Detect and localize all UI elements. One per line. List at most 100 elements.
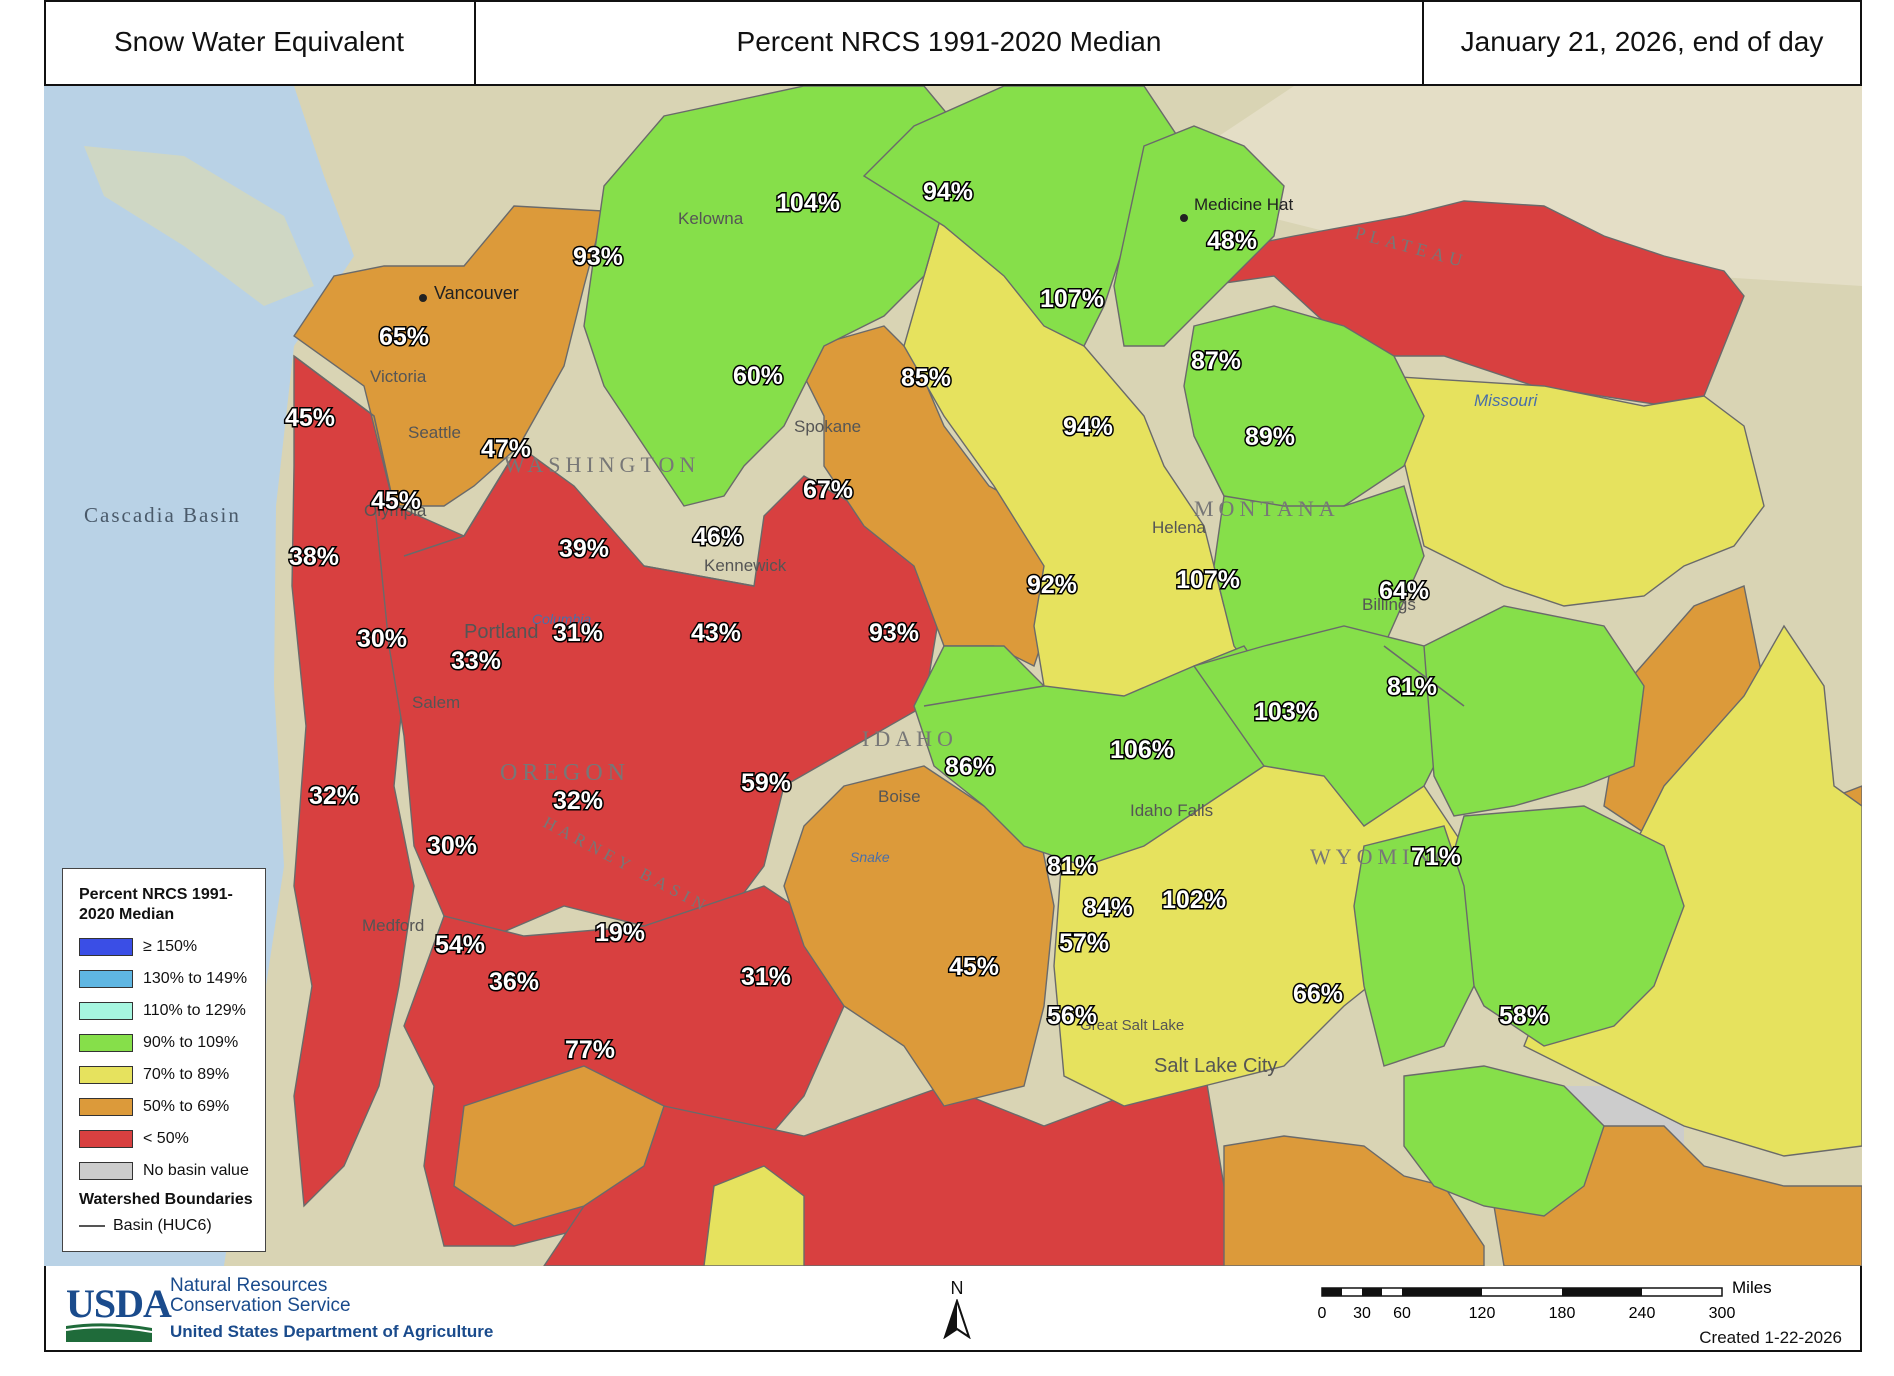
- basin-value-label: 59%: [741, 769, 791, 797]
- basin-value-label: 60%: [733, 362, 783, 390]
- legend-label: 90% to 109%: [143, 1034, 239, 1051]
- city-billings: Billings: [1362, 595, 1416, 614]
- city-helena: Helena: [1152, 518, 1206, 537]
- agency-line2: Conservation Service: [170, 1295, 351, 1316]
- footer: USDA Natural Resources Conservation Serv…: [44, 1266, 1862, 1352]
- scale-tick-label: 30: [1353, 1305, 1371, 1322]
- basin-value-label: 46%: [693, 523, 743, 551]
- basin-value-label: 65%: [379, 323, 429, 351]
- basin-value-label: 58%: [1499, 1002, 1549, 1030]
- legend-swatch: [79, 1002, 133, 1020]
- north-arrow-icon: [943, 1297, 971, 1340]
- legend: Percent NRCS 1991-2020 Median ≥ 150% 130…: [62, 868, 266, 1252]
- columbia-river: Columbia: [532, 611, 591, 627]
- basin-value-label: 31%: [741, 963, 791, 991]
- basin-value-label: 71%: [1411, 843, 1461, 871]
- city-portland: Portland: [464, 621, 539, 643]
- legend-label: < 50%: [143, 1130, 189, 1147]
- basin-puget: [293, 205, 605, 507]
- state-wyoming: WYOMING: [1310, 844, 1456, 869]
- basin-value-label: 107%: [1176, 566, 1240, 594]
- city-medicine-hat: Medicine Hat: [1194, 195, 1293, 214]
- state-washington: WASHINGTON: [504, 452, 700, 477]
- legend-item: 50% to 69%: [79, 1091, 255, 1123]
- basin-value-label: 94%: [1063, 413, 1113, 441]
- scale-tick-label: 120: [1469, 1305, 1496, 1322]
- state-montana: MONTANA: [1194, 496, 1340, 521]
- legend-item: 70% to 89%: [79, 1059, 255, 1091]
- basin-value-label: 30%: [427, 832, 477, 860]
- department-name: United States Department of Agriculture: [170, 1322, 494, 1341]
- legend-swatch: [79, 1066, 133, 1084]
- basin-value-label: 102%: [1162, 886, 1226, 914]
- city-salem: Salem: [412, 693, 460, 712]
- basin-value-label: 30%: [357, 625, 407, 653]
- basin-value-label: 54%: [435, 931, 485, 959]
- scale-unit: Miles: [1732, 1278, 1772, 1297]
- header-metric: Percent NRCS 1991-2020 Median: [476, 0, 1424, 86]
- basin-value-label: 39%: [559, 535, 609, 563]
- legend-label: ≥ 150%: [143, 938, 198, 955]
- basin-value-labels: 93% 104% 94% 48% 65% 107% 60% 85% 87% 45% 47% 94% 89…: [283, 177, 1550, 1066]
- legend-label: No basin value: [143, 1162, 249, 1179]
- basin-value-label: 93%: [573, 243, 623, 271]
- map-area: .lbl { font-family:"Liberation Sans", sa…: [44, 86, 1862, 1266]
- city-spokane: Spokane: [794, 417, 861, 436]
- basin-value-label: 48%: [1207, 227, 1257, 255]
- basin-value-label: 81%: [1047, 852, 1097, 880]
- basin-value-label: 36%: [489, 968, 539, 996]
- basin-value-label: 45%: [285, 404, 335, 432]
- legend-label: 110% to 129%: [143, 1002, 246, 1019]
- basin-value-label: 66%: [1293, 980, 1343, 1008]
- scale-tick-label: 300: [1709, 1305, 1736, 1322]
- basin-flathead: [1113, 125, 1285, 347]
- scale-tick-label: 180: [1549, 1305, 1576, 1322]
- legend-label: 50% to 69%: [143, 1098, 230, 1115]
- snake-river: Snake: [850, 849, 890, 865]
- legend-swatch: [79, 1162, 133, 1180]
- basin-value-label: 93%: [869, 619, 919, 647]
- basin-value-label: 104%: [776, 189, 840, 217]
- basin-value-label: 64%: [1379, 577, 1429, 605]
- city-seattle: Seattle: [408, 423, 461, 442]
- city-kennewick: Kennewick: [704, 556, 787, 575]
- state-oregon: OREGON: [500, 760, 630, 786]
- legend-item: < 50%: [79, 1123, 255, 1155]
- legend-basin-label: Basin (HUC6): [113, 1217, 212, 1234]
- basin-value-label: 81%: [1387, 673, 1437, 701]
- cascadia-basin: Cascadia Basin: [84, 503, 241, 527]
- legend-swatch: [79, 970, 133, 988]
- city-idaho-falls: Idaho Falls: [1130, 801, 1213, 820]
- created-date: Created 1-22-2026: [1699, 1328, 1842, 1347]
- legend-swatch: [79, 1130, 133, 1148]
- basin-salmon: [913, 645, 1285, 867]
- legend-item: 110% to 129%: [79, 995, 255, 1027]
- basin-value-label: 86%: [945, 753, 995, 781]
- basin-value-label: 84%: [1083, 894, 1133, 922]
- city-olympia: Olympia: [364, 501, 427, 520]
- scale-tick-label: 240: [1629, 1305, 1656, 1322]
- basin-bear: [1353, 825, 1475, 1067]
- basin-value-label: 57%: [1059, 929, 1109, 957]
- legend-swatch: [79, 938, 133, 956]
- legend-label: 130% to 149%: [143, 970, 248, 987]
- city-boise: Boise: [878, 787, 921, 806]
- basin-value-label: 45%: [371, 487, 421, 515]
- basin-value-label: 19%: [595, 919, 645, 947]
- city-medford: Medford: [362, 916, 424, 935]
- basin-value-label: 92%: [1027, 571, 1077, 599]
- basin-value-label: 45%: [949, 953, 999, 981]
- legend-boundaries-title: Watershed Boundaries: [79, 1191, 253, 1208]
- basin-value-label: 32%: [309, 782, 359, 810]
- basin-line-swatch: [79, 1225, 105, 1227]
- basin-value-label: 38%: [289, 543, 339, 571]
- scale-tick-label: 60: [1393, 1305, 1411, 1322]
- legend-title: Percent NRCS 1991-2020 Median: [79, 886, 233, 923]
- basin-value-label: 47%: [481, 435, 531, 463]
- legend-swatch: [79, 1034, 133, 1052]
- scale-bar: 0 30 60 120 180 240 300 Miles: [1312, 1278, 1792, 1348]
- basin-small-yellow: [703, 1165, 805, 1266]
- basin-value-label: 77%: [565, 1036, 615, 1064]
- legend-item: 90% to 109%: [79, 1027, 255, 1059]
- state-idaho: IDAHO: [862, 726, 958, 751]
